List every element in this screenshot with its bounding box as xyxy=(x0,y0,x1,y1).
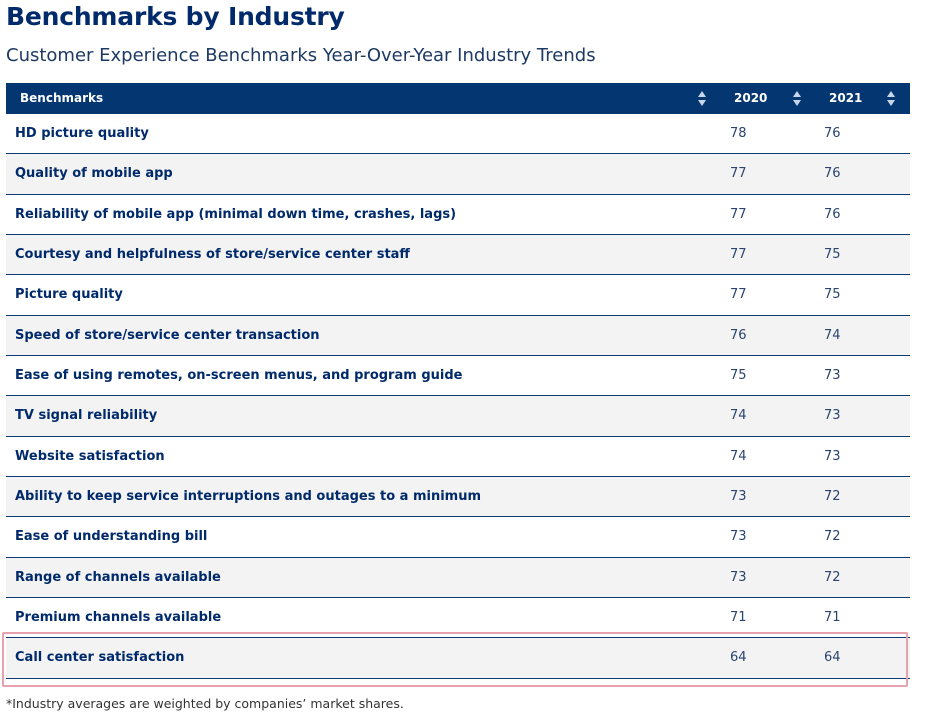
score-2021: 71 xyxy=(824,609,841,625)
table-row: Reliability of mobile app (minimal down … xyxy=(6,194,910,235)
benchmark-name: HD picture quality xyxy=(15,126,149,141)
table-row: Range of channels available 73 72 xyxy=(6,557,910,598)
score-2020: 78 xyxy=(730,126,747,141)
benchmark-name: Quality of mobile app xyxy=(15,166,173,182)
table-row: Ability to keep service interruptions an… xyxy=(6,476,910,518)
table-row: Courtesy and helpfulness of store/servic… xyxy=(6,234,910,276)
page-title: Benchmarks by Industry xyxy=(6,2,345,31)
table-row: HD picture quality 78 76 xyxy=(6,114,910,155)
score-2021: 72 xyxy=(824,488,841,504)
score-2020: 73 xyxy=(730,569,747,585)
score-2021: 74 xyxy=(824,327,841,343)
score-2020: 77 xyxy=(730,287,747,303)
column-header-2021[interactable]: 2021 xyxy=(829,91,863,105)
benchmark-name: TV signal reliability xyxy=(15,408,158,424)
sort-2021-icon[interactable] xyxy=(887,91,896,106)
table-header: Benchmarks 2020 2021 xyxy=(6,83,910,114)
table-row: Picture quality 77 75 xyxy=(6,275,910,316)
sort-benchmarks-icon[interactable] xyxy=(698,91,707,106)
score-2020: 74 xyxy=(730,408,747,424)
benchmark-name: Ease of using remotes, on-screen menus, … xyxy=(15,367,463,383)
score-2020: 73 xyxy=(730,529,747,545)
table-row: Website satisfaction 74 73 xyxy=(6,436,910,477)
score-2021: 73 xyxy=(824,448,841,464)
table-body: HD picture quality 78 76 Quality of mobile … xyxy=(6,114,910,679)
score-2021: 73 xyxy=(824,408,841,424)
sort-2020-icon[interactable] xyxy=(793,91,802,106)
benchmark-name: Premium channels available xyxy=(15,609,222,625)
benchmark-name: Courtesy and helpfulness of store/servic… xyxy=(15,246,410,262)
benchmark-name: Reliability of mobile app (minimal down … xyxy=(15,206,457,222)
footnote: *Industry averages are weighted by compa… xyxy=(6,696,404,711)
benchmark-name: Range of channels available xyxy=(15,569,221,585)
benchmark-name: Website satisfaction xyxy=(15,448,165,464)
score-2021: 76 xyxy=(824,166,841,182)
score-2021: 72 xyxy=(824,529,841,545)
table-row: Speed of store/service center transactio… xyxy=(6,315,910,356)
benchmark-name: Picture quality xyxy=(15,287,123,303)
benchmarks-table: Benchmarks 2020 2021 HD picture quality 7… xyxy=(6,83,910,679)
score-2021: 64 xyxy=(824,650,841,666)
score-2020: 75 xyxy=(730,367,747,383)
table-row: Premium channels available 71 71 xyxy=(6,597,910,639)
score-2020: 77 xyxy=(730,206,747,222)
score-2021: 76 xyxy=(824,126,841,141)
score-2021: 75 xyxy=(824,287,841,303)
benchmark-name: Ability to keep service interruptions an… xyxy=(15,488,482,504)
table-row: TV signal reliability 74 73 xyxy=(6,396,910,437)
benchmark-name: Call center satisfaction xyxy=(15,650,185,666)
page-subtitle: Customer Experience Benchmarks Year-Over… xyxy=(6,45,596,66)
score-2020: 64 xyxy=(730,650,747,666)
table-row: Ease of using remotes, on-screen menus, … xyxy=(6,355,910,397)
table-row: Quality of mobile app 77 76 xyxy=(6,154,910,195)
score-2020: 77 xyxy=(730,166,747,182)
score-2021: 75 xyxy=(824,246,841,262)
table-row: Ease of understanding bill 73 72 xyxy=(6,517,910,558)
column-header-2020[interactable]: 2020 xyxy=(734,91,768,105)
score-2021: 76 xyxy=(824,206,841,222)
benchmark-name: Speed of store/service center transactio… xyxy=(15,327,320,343)
benchmark-name: Ease of understanding bill xyxy=(15,529,208,545)
score-2020: 74 xyxy=(730,448,747,464)
score-2021: 72 xyxy=(824,569,841,585)
score-2020: 77 xyxy=(730,246,747,262)
score-2020: 73 xyxy=(730,488,747,504)
score-2021: 73 xyxy=(824,367,841,383)
column-header-benchmarks[interactable]: Benchmarks xyxy=(20,91,104,105)
table-row: Call center satisfaction 64 64 xyxy=(6,638,910,679)
score-2020: 71 xyxy=(730,609,747,625)
score-2020: 76 xyxy=(730,327,747,343)
